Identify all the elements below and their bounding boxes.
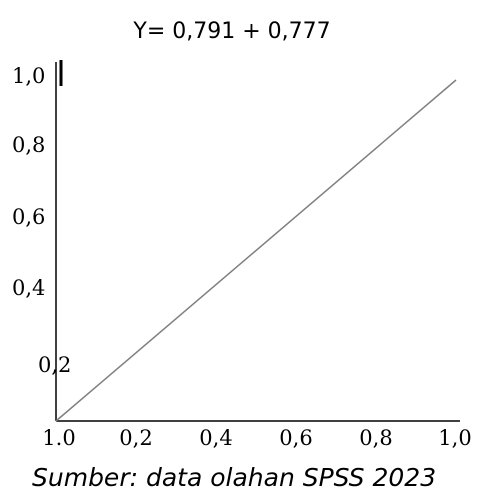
y-tick-label: 0,8 [12, 133, 45, 157]
x-tick-label: 0,2 [119, 426, 152, 450]
y-tick-label: 0,4 [12, 276, 45, 300]
x-tick-label: 1.0 [42, 426, 75, 450]
x-tick-label: 0,8 [359, 426, 392, 450]
tick-labels: 1.0 0,2 0,4 0,6 0,8 1,0 0,2 0,4 0,6 0,8 1,0 [12, 64, 472, 450]
axes [55, 60, 460, 422]
y-tick-label: 1,0 [12, 64, 45, 88]
series-layer [55, 79, 457, 422]
x-tick-label: 1,0 [438, 426, 471, 450]
x-tick-label: 0,4 [199, 426, 232, 450]
regression-line [55, 79, 457, 422]
chart-title: Y= 0,791 + 0,777 [132, 19, 330, 44]
x-tick-label: 0,6 [279, 426, 312, 450]
y-tick-label: 0,6 [12, 205, 45, 229]
y-tick-label: 0,2 [38, 353, 71, 377]
source-caption: Sumber: data olahan SPSS 2023 [32, 463, 436, 492]
